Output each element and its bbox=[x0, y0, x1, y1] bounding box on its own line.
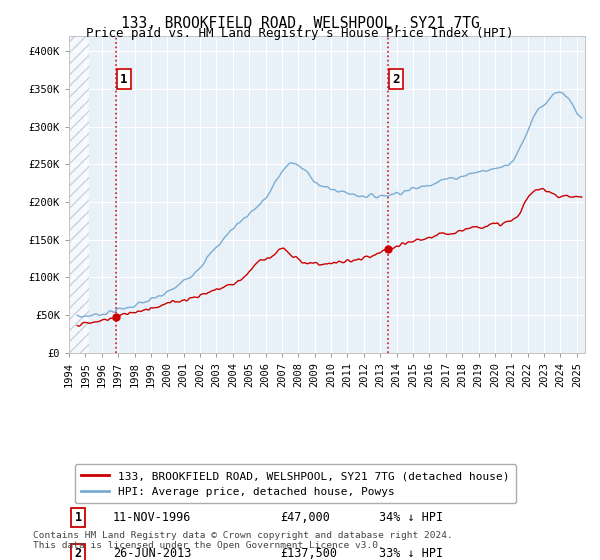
Text: 11-NOV-1996: 11-NOV-1996 bbox=[113, 511, 191, 524]
Text: 133, BROOKFIELD ROAD, WELSHPOOL, SY21 7TG: 133, BROOKFIELD ROAD, WELSHPOOL, SY21 7T… bbox=[121, 16, 479, 31]
Text: 33% ↓ HPI: 33% ↓ HPI bbox=[379, 547, 443, 560]
Legend: 133, BROOKFIELD ROAD, WELSHPOOL, SY21 7TG (detached house), HPI: Average price, : 133, BROOKFIELD ROAD, WELSHPOOL, SY21 7T… bbox=[74, 464, 516, 503]
Text: 26-JUN-2013: 26-JUN-2013 bbox=[113, 547, 191, 560]
Text: 34% ↓ HPI: 34% ↓ HPI bbox=[379, 511, 443, 524]
Text: Contains HM Land Registry data © Crown copyright and database right 2024.
This d: Contains HM Land Registry data © Crown c… bbox=[33, 530, 453, 550]
Text: £47,000: £47,000 bbox=[281, 511, 331, 524]
Text: 2: 2 bbox=[75, 547, 82, 560]
Bar bbox=[69, 36, 89, 353]
Text: 2: 2 bbox=[392, 73, 400, 86]
Text: 1: 1 bbox=[75, 511, 82, 524]
Text: Price paid vs. HM Land Registry's House Price Index (HPI): Price paid vs. HM Land Registry's House … bbox=[86, 27, 514, 40]
Text: £137,500: £137,500 bbox=[281, 547, 338, 560]
Text: 1: 1 bbox=[120, 73, 128, 86]
